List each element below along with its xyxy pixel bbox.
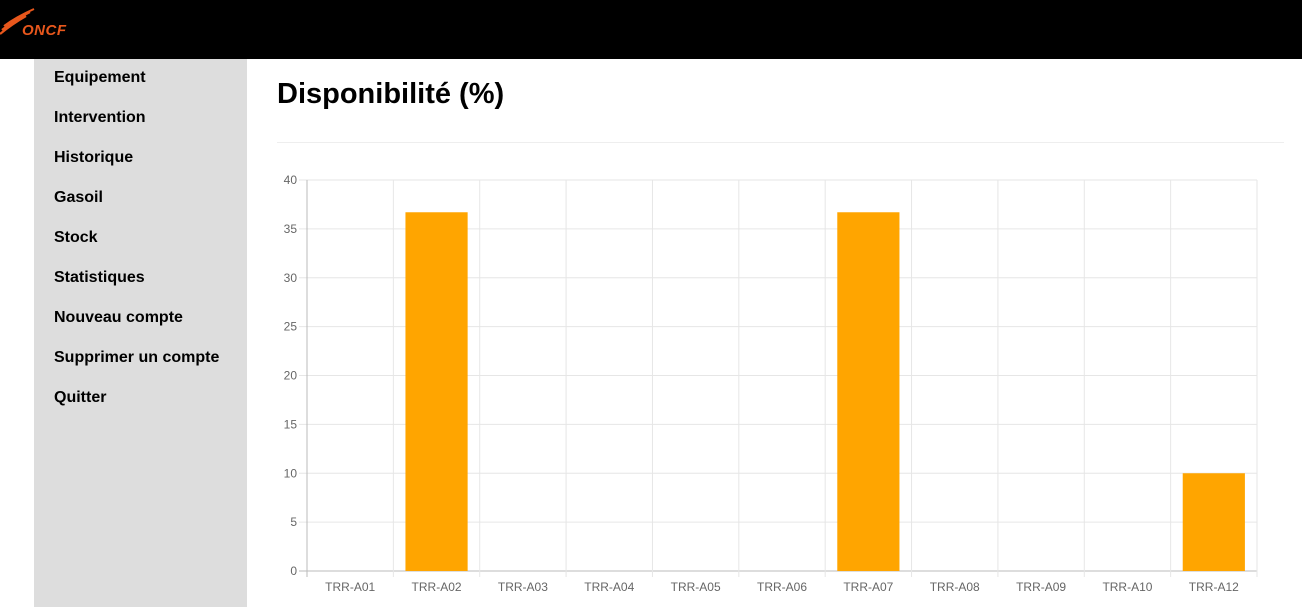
y-tick-label: 15	[284, 417, 298, 431]
x-tick-label: TRR-A03	[498, 580, 548, 594]
x-tick-label: TRR-A07	[843, 580, 893, 594]
x-tick-label: TRR-A04	[584, 580, 634, 594]
bar-trr-a02	[405, 212, 468, 571]
x-tick-label: TRR-A01	[325, 580, 375, 594]
logo-stripes-icon	[0, 8, 35, 35]
sidebar-item-quitter[interactable]: Quitter	[54, 389, 107, 406]
page-title: Disponibilité (%)	[277, 78, 505, 110]
y-tick-label: 30	[284, 271, 298, 285]
y-tick-label: 35	[284, 222, 298, 236]
y-tick-label: 20	[284, 369, 298, 383]
y-tick-label: 10	[284, 466, 298, 480]
x-tick-label: TRR-A12	[1189, 580, 1239, 594]
x-tick-label: TRR-A06	[757, 580, 807, 594]
sidebar-item-stock[interactable]: Stock	[54, 229, 98, 246]
sidebar-item-statistiques[interactable]: Statistiques	[54, 269, 145, 286]
y-tick-label: 5	[290, 515, 297, 529]
sidebar: Equipement Intervention Historique Gasoi…	[34, 59, 247, 607]
x-tick-label: TRR-A02	[412, 580, 462, 594]
sidebar-item-equipement[interactable]: Equipement	[54, 69, 146, 86]
x-tick-label: TRR-A09	[1016, 580, 1066, 594]
x-tick-label: TRR-A05	[671, 580, 721, 594]
x-tick-label: TRR-A10	[1102, 580, 1152, 594]
sidebar-item-gasoil[interactable]: Gasoil	[54, 189, 103, 206]
bar-trr-a12	[1182, 473, 1245, 571]
title-divider	[277, 142, 1284, 143]
y-tick-label: 0	[290, 564, 297, 578]
sidebar-item-supprimer-compte[interactable]: Supprimer un compte	[54, 349, 220, 366]
top-bar: ONCF	[0, 0, 1302, 59]
oncf-logo[interactable]: ONCF	[0, 6, 90, 46]
logo-text: ONCF	[22, 22, 67, 39]
sidebar-item-nouveau-compte[interactable]: Nouveau compte	[54, 309, 183, 326]
chart-bars	[405, 212, 1245, 571]
sidebar-item-intervention[interactable]: Intervention	[54, 109, 146, 126]
x-tick-label: TRR-A08	[930, 580, 980, 594]
chart-x-axis: TRR-A01 TRR-A02 TRR-A03 TRR-A04 TRR-A05 TRR-A…	[325, 580, 1239, 594]
chart-y-axis: 0 5 10 15 20 25 30 35 40	[284, 173, 298, 578]
y-tick-label: 25	[284, 320, 298, 334]
y-tick-label: 40	[284, 173, 298, 187]
sidebar-item-historique[interactable]: Historique	[54, 149, 134, 166]
bar-trr-a07	[837, 212, 900, 571]
